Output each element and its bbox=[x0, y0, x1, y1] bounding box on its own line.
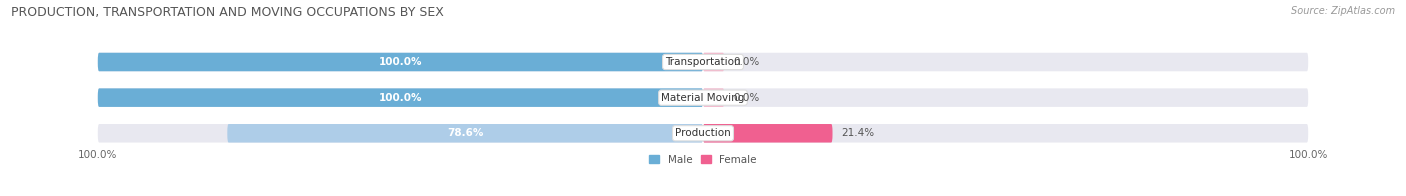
Text: 100.0%: 100.0% bbox=[378, 57, 422, 67]
FancyBboxPatch shape bbox=[703, 88, 724, 107]
FancyBboxPatch shape bbox=[98, 88, 703, 107]
Text: 0.0%: 0.0% bbox=[734, 93, 759, 103]
Text: 78.6%: 78.6% bbox=[447, 128, 484, 138]
FancyBboxPatch shape bbox=[98, 53, 703, 71]
Text: 100.0%: 100.0% bbox=[79, 150, 118, 160]
FancyBboxPatch shape bbox=[98, 124, 703, 142]
Text: 0.0%: 0.0% bbox=[734, 57, 759, 67]
FancyBboxPatch shape bbox=[703, 53, 1308, 71]
FancyBboxPatch shape bbox=[98, 53, 703, 71]
Text: Production: Production bbox=[675, 128, 731, 138]
Text: 21.4%: 21.4% bbox=[842, 128, 875, 138]
Text: PRODUCTION, TRANSPORTATION AND MOVING OCCUPATIONS BY SEX: PRODUCTION, TRANSPORTATION AND MOVING OC… bbox=[11, 6, 444, 19]
Text: Material Moving: Material Moving bbox=[661, 93, 745, 103]
FancyBboxPatch shape bbox=[228, 124, 703, 142]
Legend: Male, Female: Male, Female bbox=[645, 151, 761, 169]
FancyBboxPatch shape bbox=[703, 124, 1308, 142]
FancyBboxPatch shape bbox=[703, 88, 1308, 107]
FancyBboxPatch shape bbox=[703, 124, 832, 142]
Text: Source: ZipAtlas.com: Source: ZipAtlas.com bbox=[1291, 6, 1395, 16]
Text: 100.0%: 100.0% bbox=[378, 93, 422, 103]
Text: Transportation: Transportation bbox=[665, 57, 741, 67]
Text: 100.0%: 100.0% bbox=[1288, 150, 1327, 160]
FancyBboxPatch shape bbox=[98, 88, 703, 107]
FancyBboxPatch shape bbox=[703, 53, 724, 71]
